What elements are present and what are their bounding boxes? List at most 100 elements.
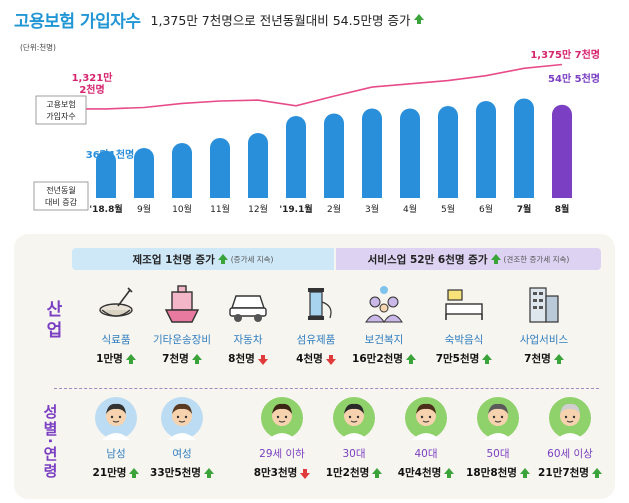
breakdown-panel: 제조업 1천명 증가 (증가세 지속) 서비스업 52만 6천명 증가 (견조한… [14,234,615,499]
x-tick-label: 4월 [403,203,417,215]
item-value: 8만3천명 [250,465,314,480]
item-value: 4만4천명 [394,465,458,480]
item-value: 7천명 [512,351,576,366]
up-arrow-icon [553,354,564,364]
breakdown-item: 50대 18만8천명 [466,396,530,480]
breakdown-item: 보건복지 16만2천명 [352,282,416,366]
x-tick-label: 12월 [248,203,268,215]
bar-legend-label-2: 대비 증감 [45,197,78,207]
x-tick-label: 11월 [210,203,230,215]
bar [476,101,496,198]
row-divider [54,388,599,389]
service-band: 서비스업 52만 6천명 증가 (견조한 증가세 지속) [336,248,601,270]
thirties-avatar-icon [332,396,376,440]
page-title: 고용보험 가입자수 [14,11,141,32]
item-value: 18만8천명 [466,465,530,480]
breakdown-item: 29세 이하 8만3천명 [250,396,314,480]
item-name: 숙박음식 [444,334,484,346]
x-tick-label: 8월 [555,203,570,215]
down-arrow-icon [257,355,268,365]
up-arrow-icon [490,254,501,264]
car-icon [226,282,270,326]
breakdown-item: 식료품 1만명 [84,282,148,366]
bar [552,104,572,198]
item-name: 자동차 [233,334,263,346]
down-arrow-icon [325,355,336,365]
woman-avatar-icon [160,396,204,440]
manufacturing-band-label: 제조업 1천명 증가 [132,253,215,266]
line-label-last: 1,375만 7천명 [530,48,600,61]
ship-icon [160,282,204,326]
bar-base [400,186,420,198]
x-tick-label: 9월 [137,203,151,215]
breakdown-item: 40대 4만4천명 [394,396,458,480]
bar-base [552,186,572,198]
down-arrow-icon [300,469,311,479]
chart-panel: (단위:천명) 1,321만 2천명 1,375만 7천명 36만1천명 54만 5천명 고… [14,36,615,220]
bar-base [96,186,116,198]
item-name: 40대 [414,448,438,460]
x-tick-label: 2월 [327,203,341,215]
breakdown-item: 남성 21만명 [84,396,148,480]
item-name: 29세 이하 [259,448,305,460]
item-name: 30대 [342,448,366,460]
man-avatar-icon [94,396,138,440]
bar-base [362,186,382,198]
demographics-row-label: 성별·연령 [41,404,59,480]
bar-base [172,186,192,198]
bar-label-first: 36만1천명 [86,148,134,161]
young-avatar-icon [260,396,304,440]
up-arrow-icon [413,14,424,24]
food-bowl-icon [94,282,138,326]
bar-base [134,186,154,198]
up-arrow-icon [372,468,383,478]
bar [324,113,344,198]
breakdown-item: 기타운송장비 7천명 [150,282,214,366]
up-arrow-icon [444,468,455,478]
x-tick-label: 5월 [441,203,455,215]
breakdown-item: 30대 1만2천명 [322,396,386,480]
bar-legend-box [33,181,89,211]
bar-label-last: 54만 5천명 [548,72,600,85]
senior-avatar-icon [548,396,592,440]
fifties-avatar-icon [476,396,520,440]
bar-legend-label-1: 전년동월 [46,185,75,195]
bar-base [210,186,230,198]
breakdown-item: 자동차 8천명 [216,282,280,366]
item-name: 섬유제품 [296,334,336,346]
line-label-first: 1,321만 [72,71,114,84]
bar-base [286,186,306,198]
item-value: 8천명 [216,351,280,366]
item-name: 남성 [106,448,126,460]
bar [210,138,230,198]
x-tick-label: 10월 [172,203,192,215]
item-value: 16만2천명 [352,351,416,366]
bar-base [514,186,534,198]
item-name: 사업서비스 [519,334,569,346]
line-legend-label-1: 고용보험 [46,100,75,109]
item-name: 식료품 [101,334,131,346]
item-value: 4천명 [284,351,348,366]
bar [514,98,534,198]
bar [134,148,154,198]
up-arrow-icon [125,354,136,364]
x-tick-label: '19.1월 [279,203,312,215]
bar [362,108,382,198]
bar-base [324,186,344,198]
bar [400,108,420,198]
bar [286,116,306,198]
item-name: 여성 [172,448,192,460]
breakdown-item: 숙박음식 7만5천명 [432,282,496,366]
up-arrow-icon [519,468,530,478]
item-value: 33만5천명 [150,465,214,480]
item-value: 1만2천명 [322,465,386,480]
item-name: 보건복지 [364,334,404,346]
bar-base [438,186,458,198]
service-band-note: (견조한 증가세 지속) [503,254,570,264]
unit-note: (단위:천명) [20,42,56,52]
up-arrow-icon [203,468,214,478]
industry-row-label: 산업 [42,300,62,342]
manufacturing-band: 제조업 1천명 증가 (증가세 지속) [72,248,334,270]
breakdown-item: 사업서비스 7천명 [512,282,576,366]
